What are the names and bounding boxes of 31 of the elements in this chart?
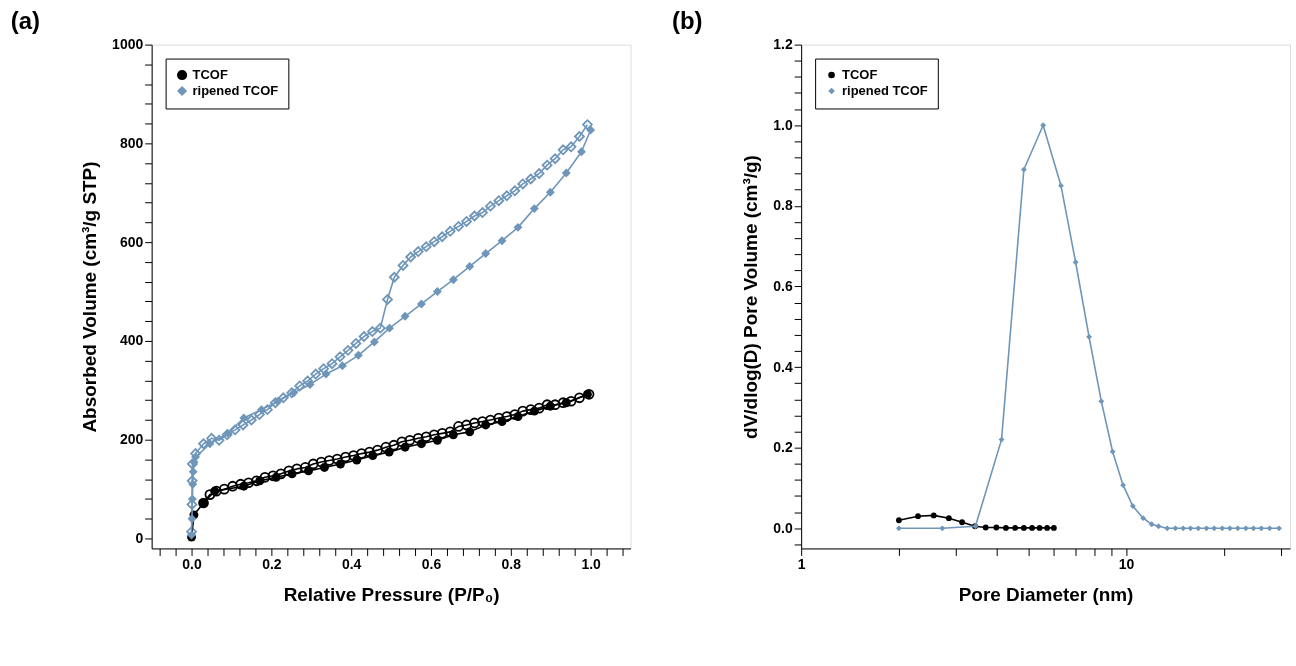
y-axis-title: dV/dlog(D) Pore Volume (cm³/g) bbox=[740, 155, 762, 439]
y-tick-label: 1.2 bbox=[773, 36, 793, 53]
legend-label: ripened TCOF bbox=[842, 82, 928, 98]
chart-title: (a) bbox=[10, 6, 41, 34]
y-axis-title: Absorbed Volume (cm³/g STP) bbox=[79, 161, 101, 433]
x-axis-title: Pore Diameter (nm) bbox=[958, 583, 1134, 605]
y-tick-label: 800 bbox=[119, 134, 144, 151]
y-tick-label: 0.0 bbox=[773, 519, 793, 536]
legend-label: ripened TCOF bbox=[192, 82, 279, 98]
y-tick-label: 0.4 bbox=[773, 358, 793, 375]
legend-label: TCOF bbox=[842, 67, 878, 83]
y-tick-label: 0.8 bbox=[773, 197, 793, 214]
y-tick-label: 200 bbox=[119, 431, 144, 448]
y-tick-label: 400 bbox=[119, 332, 144, 349]
x-tick-label: 0.0 bbox=[182, 555, 202, 572]
x-tick-label: 0.2 bbox=[262, 555, 282, 572]
y-tick-label: 0.6 bbox=[773, 277, 793, 294]
x-tick-label: 0.6 bbox=[421, 555, 442, 572]
y-tick-label: 0.2 bbox=[773, 439, 793, 456]
y-tick-label: 1000 bbox=[112, 36, 144, 53]
legend-label: TCOF bbox=[192, 67, 228, 83]
chart-title: (b) bbox=[671, 6, 703, 34]
y-tick-label: 600 bbox=[119, 233, 144, 250]
y-tick-label: 0 bbox=[135, 530, 144, 547]
y-tick-label: 1.0 bbox=[773, 116, 793, 133]
x-tick-label: 1.0 bbox=[581, 555, 602, 572]
x-tick-label: 0.8 bbox=[501, 555, 522, 572]
x-tick-label: 0.4 bbox=[341, 555, 362, 572]
x-tick-label: 1 bbox=[797, 555, 806, 572]
x-tick-label: 10 bbox=[1118, 555, 1135, 572]
x-axis-title: Relative Pressure (P/P₀) bbox=[283, 583, 500, 605]
